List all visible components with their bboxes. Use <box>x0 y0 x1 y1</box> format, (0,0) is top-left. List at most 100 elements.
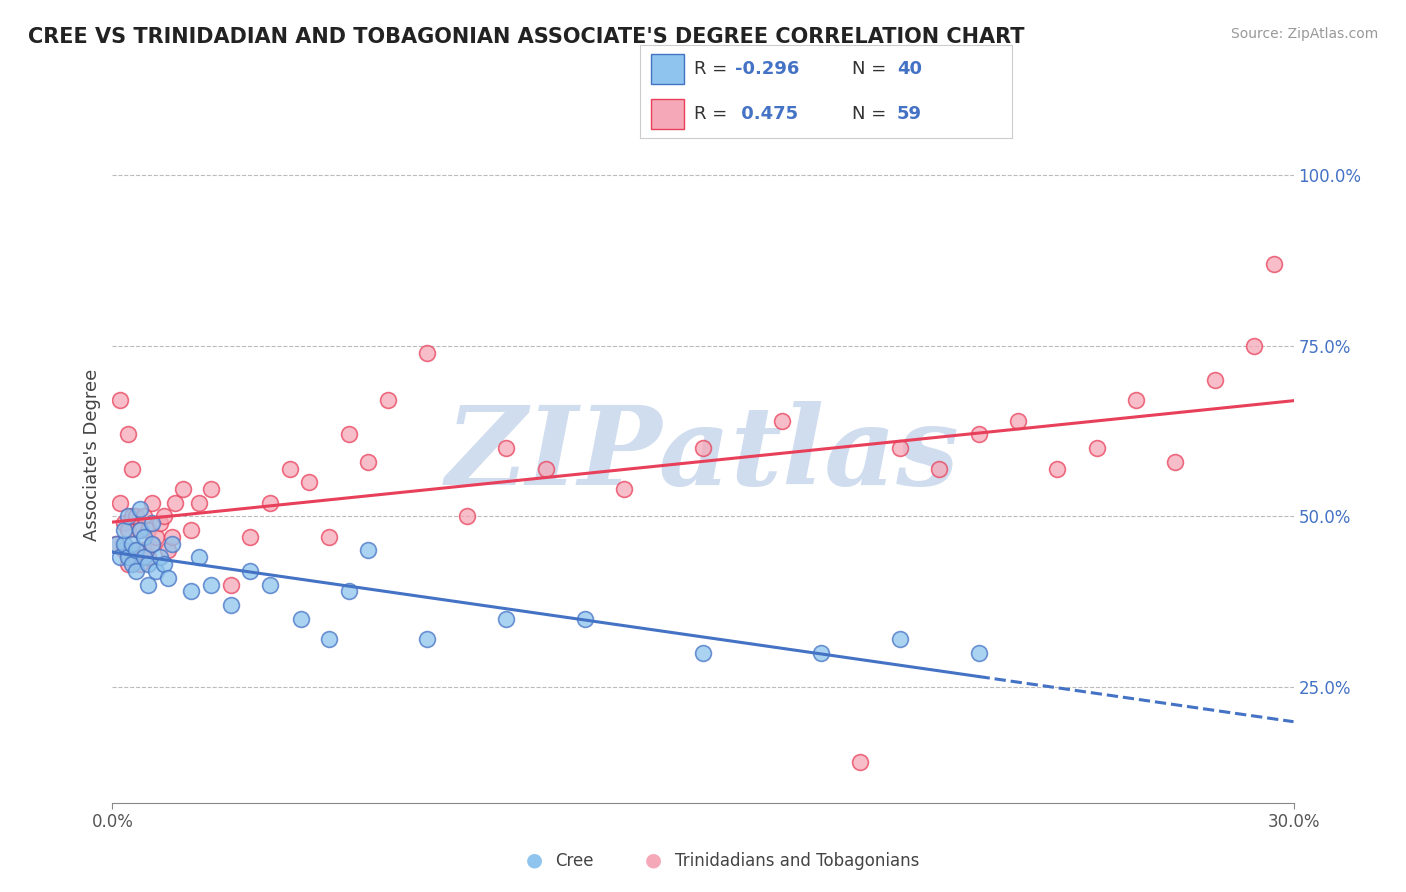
Point <box>172 482 194 496</box>
Point <box>337 584 360 599</box>
Point <box>180 523 202 537</box>
Point <box>188 550 211 565</box>
Point <box>149 550 172 565</box>
Point <box>141 536 163 550</box>
Point <box>534 461 557 475</box>
Point <box>125 509 148 524</box>
Point <box>239 564 262 578</box>
Point <box>132 543 155 558</box>
Point <box>290 612 312 626</box>
Text: ●: ● <box>645 851 662 870</box>
Point <box>152 509 174 524</box>
Point <box>318 632 340 646</box>
Point <box>1125 393 1147 408</box>
Point <box>110 550 132 565</box>
Point <box>1085 441 1108 455</box>
Point <box>810 646 832 660</box>
Point <box>136 550 159 565</box>
Point <box>145 530 167 544</box>
Point <box>141 496 163 510</box>
Point <box>132 550 155 565</box>
Point <box>1046 461 1069 475</box>
Point <box>456 509 478 524</box>
Point <box>278 461 301 475</box>
Point <box>416 345 439 359</box>
Point <box>132 509 155 524</box>
Point <box>259 496 281 510</box>
Point <box>160 530 183 544</box>
Point <box>928 461 950 475</box>
Point <box>132 530 155 544</box>
Point <box>692 646 714 660</box>
Point <box>613 482 636 496</box>
Text: Source: ZipAtlas.com: Source: ZipAtlas.com <box>1230 27 1378 41</box>
Point <box>967 646 990 660</box>
Point <box>1007 414 1029 428</box>
Point <box>337 427 360 442</box>
Point <box>105 536 128 550</box>
Point <box>112 523 135 537</box>
Point <box>889 632 911 646</box>
Text: Cree: Cree <box>555 852 593 870</box>
Point <box>117 427 139 442</box>
Point <box>110 393 132 408</box>
Point <box>129 523 152 537</box>
Point <box>357 543 380 558</box>
Point <box>121 536 143 550</box>
Point <box>152 557 174 571</box>
Point <box>967 427 990 442</box>
Point <box>219 598 242 612</box>
Point <box>180 584 202 599</box>
Point <box>377 393 399 408</box>
Point <box>889 441 911 455</box>
Bar <box>651 54 685 84</box>
Point <box>188 496 211 510</box>
Point <box>149 516 172 530</box>
Text: ZIPatlas: ZIPatlas <box>446 401 960 508</box>
Point <box>112 543 135 558</box>
Point <box>117 550 139 565</box>
Point <box>136 557 159 571</box>
Point <box>121 461 143 475</box>
Point <box>117 523 139 537</box>
Point <box>259 577 281 591</box>
Text: N =: N = <box>852 60 891 78</box>
Point <box>219 577 242 591</box>
Point <box>318 530 340 544</box>
Text: R =: R = <box>693 60 733 78</box>
Point <box>165 496 187 510</box>
Text: 40: 40 <box>897 60 922 78</box>
Text: Trinidadians and Tobagonians: Trinidadians and Tobagonians <box>675 852 920 870</box>
Text: N =: N = <box>852 105 891 123</box>
Point <box>416 632 439 646</box>
Point <box>156 571 179 585</box>
Point <box>1204 373 1226 387</box>
Point <box>298 475 321 490</box>
Point <box>125 543 148 558</box>
Point <box>136 523 159 537</box>
Text: CREE VS TRINIDADIAN AND TOBAGONIAN ASSOCIATE'S DEGREE CORRELATION CHART: CREE VS TRINIDADIAN AND TOBAGONIAN ASSOC… <box>28 27 1025 46</box>
Text: 59: 59 <box>897 105 922 123</box>
Point <box>1243 339 1265 353</box>
Point <box>110 496 132 510</box>
Point <box>112 516 135 530</box>
Point <box>770 414 793 428</box>
Point <box>125 550 148 565</box>
Y-axis label: Associate's Degree: Associate's Degree <box>83 368 101 541</box>
Text: 0.475: 0.475 <box>735 105 797 123</box>
Point <box>574 612 596 626</box>
Point <box>200 482 222 496</box>
Bar <box>651 99 685 129</box>
Point <box>112 536 135 550</box>
Point <box>117 509 139 524</box>
Point <box>200 577 222 591</box>
Point <box>156 543 179 558</box>
Point <box>129 502 152 516</box>
Point <box>1164 455 1187 469</box>
Point <box>105 536 128 550</box>
Point <box>239 530 262 544</box>
Point <box>495 441 517 455</box>
Text: R =: R = <box>693 105 733 123</box>
Point <box>121 543 143 558</box>
Point <box>141 516 163 530</box>
